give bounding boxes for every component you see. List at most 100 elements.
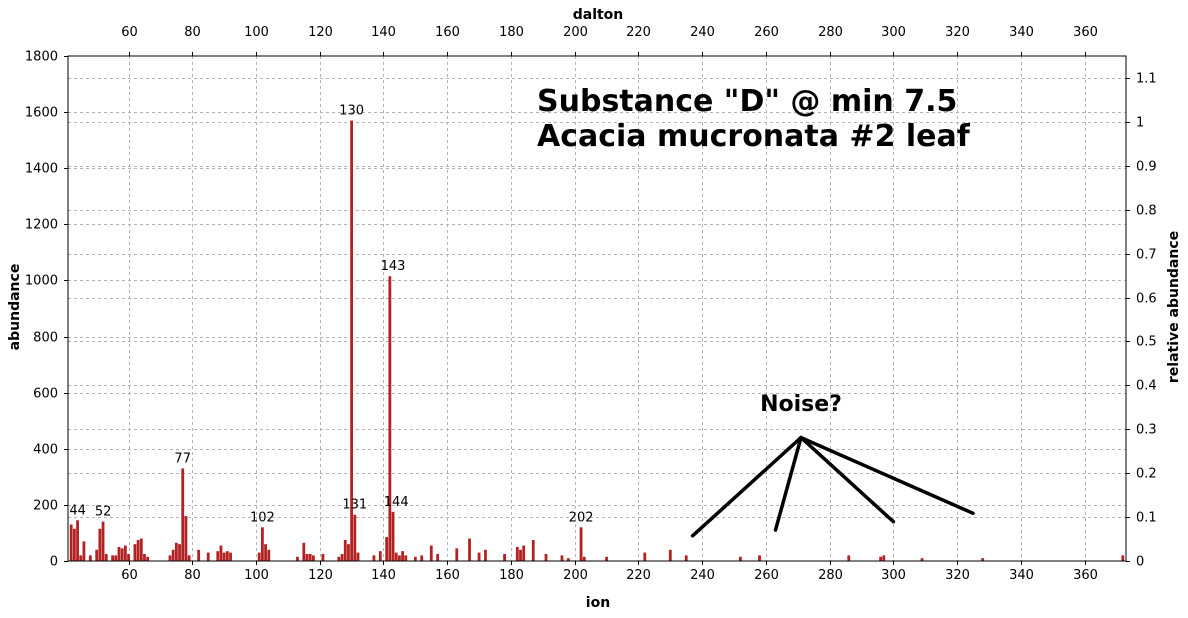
peak-label: 131 (342, 498, 367, 513)
peak-label: 77 (174, 451, 191, 466)
y2-tick-label: 0.2 (1136, 467, 1157, 482)
x2-tick-label: 140 (371, 25, 396, 40)
spectrum-bar (391, 511, 395, 561)
top-axis-title: dalton (573, 7, 624, 23)
peak-label: 102 (250, 510, 275, 525)
spectrum-bar (643, 552, 647, 561)
plot-area (68, 56, 1126, 561)
x-tick-label: 220 (626, 568, 651, 583)
spectrum-bar (114, 555, 118, 561)
y-tick-label: 1200 (25, 218, 58, 233)
spectrum-bar (350, 120, 354, 561)
noise-annotation: Noise? (690, 392, 975, 538)
spectrum-bar (398, 555, 401, 561)
spectrum-bar (302, 542, 306, 561)
spectrum-bar (98, 528, 102, 561)
spectrum-bar (378, 551, 382, 561)
plot-frame (67, 55, 1127, 562)
grid-lines (68, 56, 1126, 561)
peak-label: 144 (384, 495, 409, 510)
spectrum-bar (684, 555, 688, 561)
spectrum-bar (356, 552, 360, 561)
spectrum-bar (477, 552, 481, 561)
x-tick-label: 240 (690, 568, 715, 583)
y2-axis-title: relative abundance (1166, 231, 1182, 383)
noise-pointer-line (773, 435, 803, 532)
spectrum-bar (503, 553, 506, 561)
x2-tick-label: 200 (563, 25, 588, 40)
spectrum-bar (104, 553, 108, 561)
spectrum-bar (515, 546, 519, 561)
x2-tick-label: 220 (626, 25, 651, 40)
noise-label: Noise? (760, 392, 842, 417)
x2-tick-label: 100 (244, 25, 269, 40)
spectrum-bar (260, 527, 264, 561)
y2-tick-label: 0.4 (1136, 379, 1157, 394)
spectrum-bar (111, 555, 115, 561)
y-tick-label: 400 (33, 443, 58, 458)
spectrum-bar (88, 555, 92, 561)
spectrum-bar (143, 553, 146, 561)
peak-label: 143 (381, 259, 406, 274)
x2-tick-label: 160 (435, 25, 460, 40)
spectrum-bar (401, 551, 405, 561)
spectrum-bar (484, 549, 487, 561)
spectrum-bar (308, 553, 312, 561)
peak-label: 44 (69, 503, 86, 518)
x-tick-label: 320 (945, 568, 970, 583)
spectrum-bar (385, 537, 389, 561)
x-tick-label: 100 (244, 568, 269, 583)
spectrum-bar (420, 555, 424, 561)
peak-labels: 44 52 77 102 130 131 143 144 202 (69, 104, 593, 526)
spectrum-bar (347, 544, 350, 561)
spectrum-bar (560, 555, 564, 561)
x-tick-label: 60 (121, 568, 138, 583)
spectrum-bar (127, 553, 130, 561)
spectrum-bar (197, 549, 201, 561)
spectrum-bars (69, 120, 1125, 562)
spectrum-bar (206, 552, 210, 561)
chart-title: Substance "D" @ min 7.5 (537, 84, 957, 119)
x2-tick-label: 120 (308, 25, 333, 40)
x2-tick-label: 60 (121, 25, 138, 40)
y2-tick-label: 0.8 (1136, 204, 1157, 219)
spectrum-bar (920, 558, 924, 561)
spectrum-bar (566, 558, 570, 561)
spectrum-bar (257, 552, 261, 561)
spectrum-bar (429, 545, 433, 561)
spectrum-bar (519, 549, 522, 561)
x-tick-label: 80 (184, 568, 201, 583)
x-tick-label: 340 (1009, 568, 1034, 583)
x-tick-label: 260 (754, 568, 779, 583)
spectrum-bar (372, 555, 376, 561)
spectrum-bar (181, 468, 185, 561)
spectrum-bar (337, 556, 341, 561)
y2-tick-label: 0.6 (1136, 292, 1157, 307)
y2-tick-label: 0.9 (1136, 160, 1157, 175)
spectrum-bar (531, 539, 535, 561)
spectrum-bar (388, 276, 392, 561)
y-tick-label: 1400 (25, 162, 58, 177)
spectrum-bar (187, 555, 191, 561)
noise-pointer-line (799, 435, 896, 524)
x-tick-label: 360 (1073, 568, 1098, 583)
spectrum-bar (981, 558, 984, 561)
axis-ticks: 6060808010010012012014014016016018018020… (25, 25, 1157, 583)
y2-tick-label: 0.7 (1136, 248, 1157, 263)
spectrum-bar (222, 552, 226, 561)
x2-tick-label: 360 (1073, 25, 1098, 40)
spectrum-bar (413, 556, 417, 561)
spectrum-bar (739, 556, 742, 561)
spectrum-bar (136, 539, 140, 561)
x-tick-label: 180 (499, 568, 524, 583)
spectrum-bar (120, 548, 124, 562)
y-axis-title: abundance (7, 264, 23, 351)
spectrum-bar (174, 542, 178, 561)
noise-pointer-line (799, 435, 975, 516)
spectrum-bar (455, 548, 459, 562)
spectrum-bar (1121, 555, 1125, 561)
spectrum-bar (668, 549, 672, 561)
spectrum-bar (544, 553, 548, 561)
y-tick-label: 1800 (25, 50, 58, 65)
